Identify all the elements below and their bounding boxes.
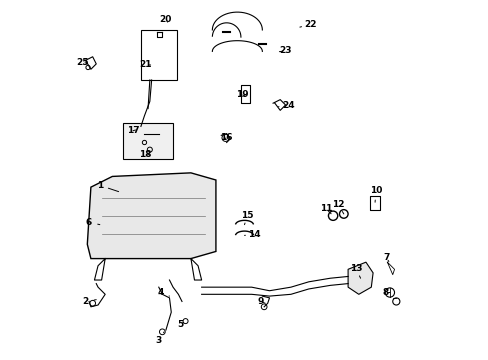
Text: 23: 23 <box>279 46 291 55</box>
Text: 20: 20 <box>159 15 171 24</box>
PathPatch shape <box>87 173 216 258</box>
PathPatch shape <box>347 262 372 294</box>
Bar <box>141 30 176 80</box>
Text: 11: 11 <box>319 204 331 214</box>
Text: 24: 24 <box>278 101 294 110</box>
Text: 16: 16 <box>219 133 232 142</box>
Text: 7: 7 <box>383 253 389 262</box>
Text: 25: 25 <box>76 58 88 67</box>
Text: 15: 15 <box>241 211 253 225</box>
Text: 8: 8 <box>382 288 389 297</box>
Bar <box>123 123 173 158</box>
Text: 10: 10 <box>369 185 381 202</box>
Text: 19: 19 <box>236 90 248 99</box>
Text: 6: 6 <box>86 218 100 227</box>
Text: 4: 4 <box>157 288 169 297</box>
Text: 1: 1 <box>97 181 119 192</box>
Text: 14: 14 <box>244 230 260 239</box>
Text: 12: 12 <box>331 200 344 214</box>
Text: 13: 13 <box>349 264 362 278</box>
Text: 18: 18 <box>139 150 151 159</box>
Text: 22: 22 <box>299 20 316 29</box>
Bar <box>369 196 380 210</box>
Text: 2: 2 <box>82 297 96 306</box>
Text: 21: 21 <box>139 60 151 69</box>
Text: 9: 9 <box>257 297 264 306</box>
Text: 17: 17 <box>126 126 139 135</box>
Text: 3: 3 <box>155 332 164 345</box>
Bar <box>241 85 249 103</box>
Text: 5: 5 <box>177 320 183 329</box>
